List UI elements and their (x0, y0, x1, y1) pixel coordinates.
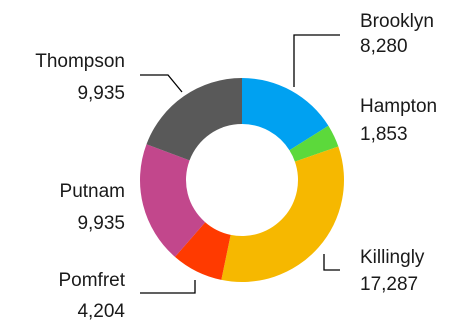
slice-hampton (289, 125, 339, 162)
slice-killingly (221, 146, 344, 282)
leader-line-killingly (323, 254, 340, 271)
slice-value-brooklyn: 8,280 (360, 36, 408, 57)
slice-value-putnam: 9,935 (77, 213, 125, 234)
donut-slices (140, 78, 344, 282)
slice-putnam (140, 144, 206, 257)
leader-line-pomfret (140, 280, 196, 294)
slice-label-brooklyn: Brooklyn (360, 11, 434, 32)
slice-label-killingly: Killingly (360, 247, 425, 268)
slice-label-putnam: Putnam (60, 181, 125, 202)
leader-line-thompson (140, 74, 183, 93)
slice-label-hampton: Hampton (360, 96, 437, 117)
slice-label-thompson: Thompson (35, 51, 125, 72)
slice-pomfret (174, 222, 231, 280)
slice-value-thompson: 9,935 (77, 83, 125, 104)
slice-brooklyn (242, 78, 329, 151)
slice-value-pomfret: 4,204 (77, 301, 125, 322)
slice-value-killingly: 17,287 (360, 274, 418, 295)
slice-label-pomfret: Pomfret (58, 270, 125, 291)
slice-value-hampton: 1,853 (360, 124, 408, 145)
leader-line-brooklyn (293, 34, 340, 87)
slice-thompson (146, 78, 242, 161)
